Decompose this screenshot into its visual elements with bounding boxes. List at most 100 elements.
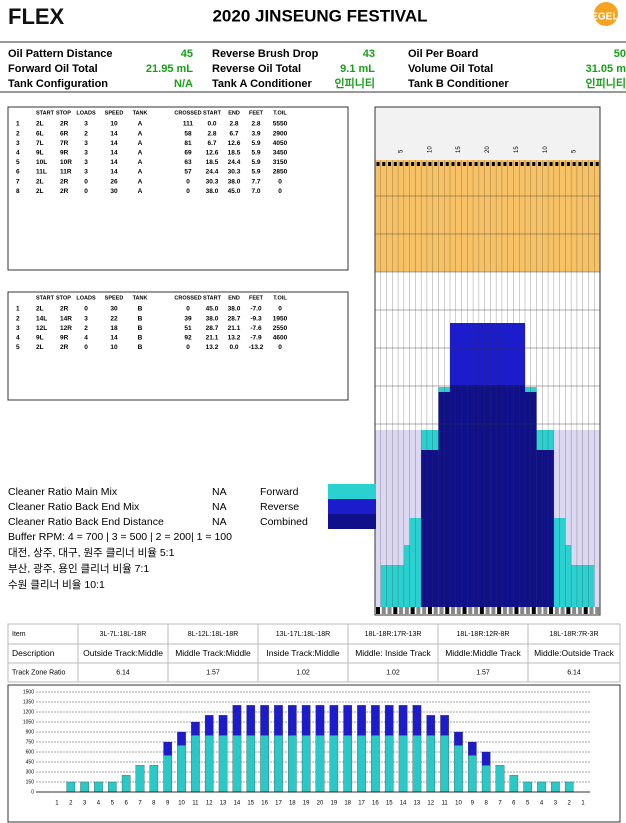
arrow-dot — [543, 162, 547, 166]
bar — [481, 765, 491, 793]
table-cell: 2L — [36, 306, 44, 313]
table-cell: 63 — [184, 159, 192, 166]
table-cell: 7R — [60, 140, 69, 147]
bar — [468, 755, 477, 793]
table-cell: 24.4 — [228, 159, 241, 166]
table-cell: 9R — [60, 335, 69, 342]
bar — [218, 715, 228, 736]
table-cell: 11R — [60, 169, 72, 176]
column-header: SPEED — [105, 295, 124, 301]
cleaner-label: Cleaner Ratio Main Mix — [8, 486, 118, 498]
foul-dot — [520, 607, 525, 614]
lane-tick: 20 — [485, 146, 491, 153]
table-cell: 0 — [278, 188, 282, 195]
cell-text: 1.57 — [476, 669, 490, 676]
table-cell: 7L — [36, 140, 44, 147]
bar — [232, 735, 242, 793]
arrow-dot — [399, 162, 403, 166]
column-header: TANK — [133, 295, 148, 301]
table-cell: A — [138, 150, 143, 157]
table-cell: 7.7 — [251, 178, 260, 185]
table-cell: 2 — [16, 315, 20, 322]
foul-dot — [543, 607, 548, 614]
bar — [523, 781, 532, 793]
x-tick-label: 1 — [55, 801, 59, 807]
table-cell: 7 — [16, 178, 20, 185]
cell-text: Middle: Inside Track — [355, 648, 431, 658]
bar — [564, 781, 574, 793]
summary-label: Tank B Conditioner — [408, 78, 509, 90]
table-cell: 10 — [110, 121, 118, 128]
title: 2020 JINSEUNG FESTIVAL — [212, 6, 427, 25]
table-cell: 22 — [110, 315, 118, 322]
table-cell: 9L — [36, 335, 44, 342]
column-header: CROSSED — [174, 295, 201, 301]
table-cell: 58 — [184, 130, 192, 137]
table-cell: 12.6 — [206, 150, 219, 157]
cell-text: Middle:Middle Track — [445, 648, 521, 658]
table-cell: 45.0 — [228, 188, 241, 195]
arrow-dot — [457, 162, 461, 166]
table-cell: 12L — [36, 325, 47, 332]
foul-dot — [427, 607, 432, 614]
cleaner-label: Cleaner Ratio Back End Distance — [8, 516, 164, 528]
cell-text: Item — [12, 631, 26, 638]
cell-text: Inside Track:Middle — [266, 648, 339, 658]
bar — [495, 765, 505, 793]
cell-text: 8L-12L:18L-18R — [188, 631, 239, 638]
table-cell: 2R — [60, 178, 69, 185]
table-cell: 2R — [60, 121, 69, 128]
foul-dot — [491, 607, 496, 614]
column-header: START — [36, 295, 55, 301]
table-cell: 0 — [278, 178, 282, 185]
table-cell: 4050 — [273, 140, 288, 147]
table-cell: B — [138, 344, 143, 351]
arrow-dot — [480, 162, 484, 166]
summary-label: Forward Oil Total — [8, 63, 98, 75]
x-tick-label: 10 — [455, 801, 462, 807]
cell — [527, 662, 621, 683]
arrow-dot — [595, 162, 599, 166]
foul-dot — [387, 607, 392, 614]
summary-value: 인피니티 — [335, 76, 375, 90]
cell-text: 6.14 — [567, 669, 581, 676]
x-tick-label: 2 — [69, 801, 73, 807]
table-cell: 10 — [110, 344, 118, 351]
legend-swatch — [328, 499, 376, 514]
y-tick-label: 0 — [31, 789, 34, 795]
table-cell: 28.7 — [228, 315, 241, 322]
y-tick-label: 300 — [26, 769, 35, 775]
bar — [551, 781, 560, 793]
arrow-dot — [572, 162, 576, 166]
y-tick-label: 900 — [26, 729, 35, 735]
arrow-dot — [526, 162, 530, 166]
table-cell: A — [138, 130, 143, 137]
table-cell: -7.9 — [250, 335, 262, 342]
bar — [135, 765, 145, 793]
bar — [398, 705, 408, 736]
bar — [204, 715, 214, 736]
cell-text: 13L-17L:18L-18R — [276, 631, 331, 638]
arrow-dot — [589, 162, 593, 166]
summary-label: Volume Oil Total — [408, 63, 493, 75]
bar — [260, 735, 269, 793]
foul-dot — [572, 607, 577, 614]
arrow-dot — [468, 162, 472, 166]
foul-dot — [456, 607, 461, 614]
lane-border — [374, 106, 601, 616]
summary-value: 31.05 m — [586, 63, 626, 75]
bar — [177, 745, 186, 793]
summary-value: 21.95 mL — [146, 63, 193, 75]
table-cell: 3 — [84, 150, 88, 157]
cell-text: 1.57 — [206, 669, 220, 676]
bar — [191, 721, 200, 736]
table-cell: 92 — [184, 335, 192, 342]
bar — [412, 735, 422, 793]
table-cell: 5 — [16, 344, 20, 351]
bar — [66, 781, 76, 793]
table-cell: 2900 — [273, 130, 288, 137]
table-cell: 45.0 — [206, 306, 219, 313]
summary-label: Oil Per Board — [408, 48, 478, 60]
cell-text: 3L-7L:18L-18R — [100, 631, 147, 638]
